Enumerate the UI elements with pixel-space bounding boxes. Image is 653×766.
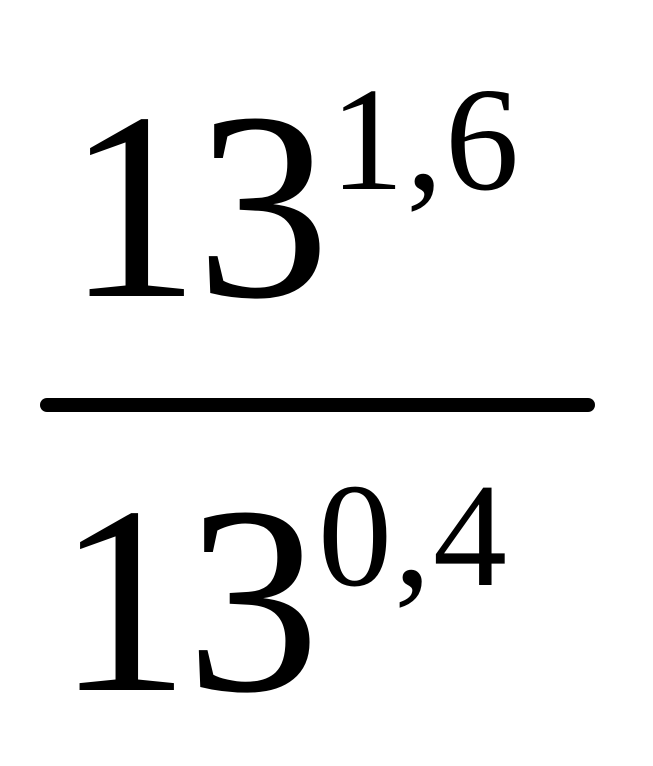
numerator-base: 13 bbox=[66, 57, 330, 354]
numerator-exponent: 1,6 bbox=[330, 58, 521, 222]
denominator-exponent: 0,4 bbox=[318, 454, 509, 618]
denominator-base: 13 bbox=[56, 451, 320, 748]
fraction-bar bbox=[40, 398, 595, 412]
